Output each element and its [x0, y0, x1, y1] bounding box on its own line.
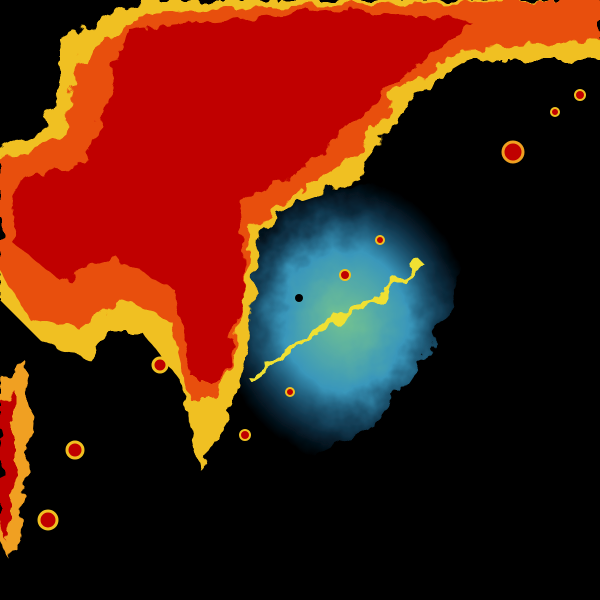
- echo-core: [10, 10, 470, 380]
- radar-site-marker: [295, 294, 303, 302]
- echo-cells: [37, 89, 586, 531]
- echo-line: [248, 257, 423, 383]
- echo-left-band-core: [0, 390, 15, 540]
